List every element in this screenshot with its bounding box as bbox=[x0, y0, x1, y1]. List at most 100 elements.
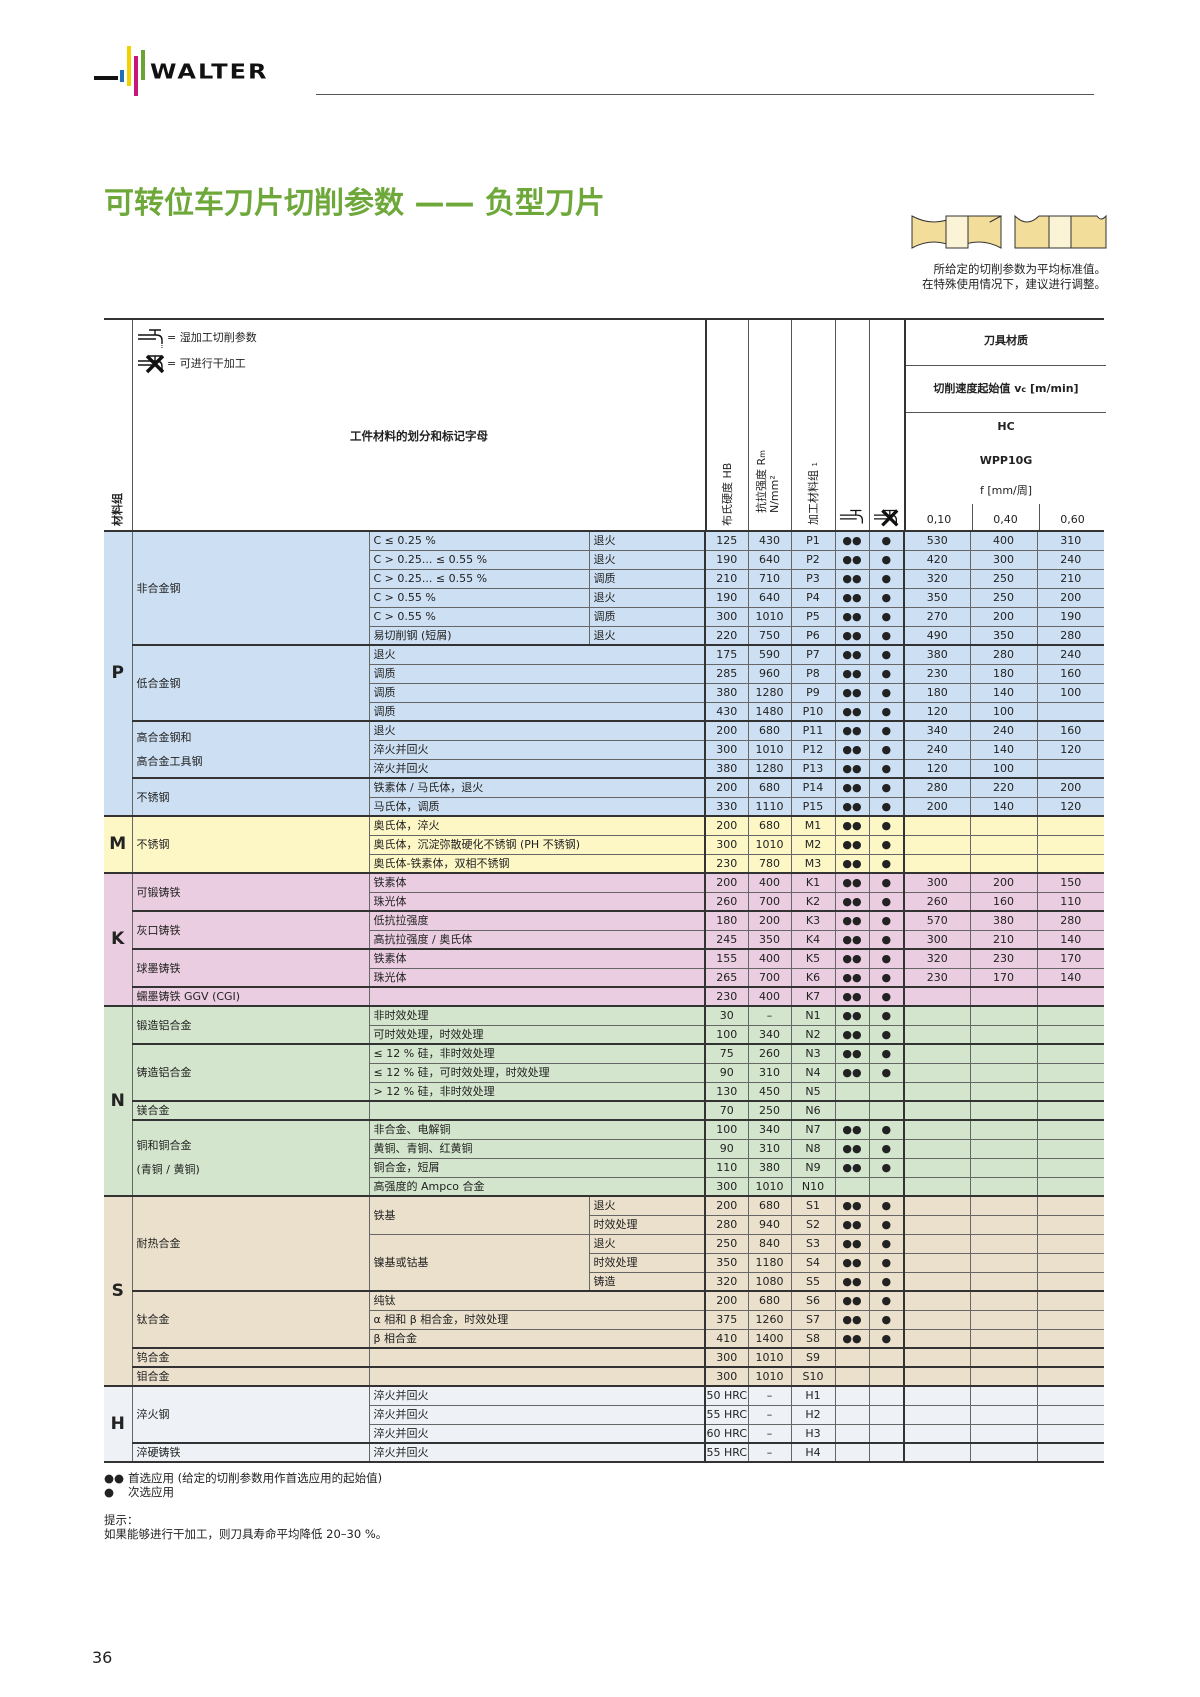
vc-value: 310 bbox=[1036, 530, 1104, 551]
material-category: 铜和铜合金 (青铜 / 黄铜) bbox=[131, 1119, 370, 1197]
machining-group-code: H4 bbox=[790, 1442, 836, 1463]
dry-suitability: ● bbox=[868, 720, 905, 741]
machining-group-code: M3 bbox=[790, 853, 836, 874]
machining-group-code: N3 bbox=[790, 1043, 836, 1064]
table-row: 淬硬铸铁 淬火并回火 55 HRC – H4 bbox=[104, 1442, 1104, 1463]
category-name: 不锈钢 bbox=[136, 790, 170, 804]
vc-unit: [m/min] bbox=[1029, 382, 1079, 395]
category-name: 非合金钢 bbox=[136, 581, 181, 595]
hardness-value: 300 bbox=[704, 1347, 749, 1368]
hardness-value: 330 bbox=[704, 796, 749, 817]
condition: 退火 bbox=[588, 1233, 706, 1254]
material-category: 镁合金 bbox=[131, 1100, 370, 1121]
tensile-unit: N/mm² bbox=[768, 475, 781, 513]
vc-value bbox=[1036, 834, 1104, 855]
vc-value: 140 bbox=[969, 796, 1038, 817]
tensile-value: 710 bbox=[747, 568, 792, 589]
vc-value bbox=[903, 1176, 971, 1197]
material-group-letter: N bbox=[104, 1005, 133, 1197]
page-title: 可转位车刀片切削参数 —— 负型刀片 bbox=[104, 186, 605, 221]
machining-group-code: K2 bbox=[790, 891, 836, 912]
category-name: 淬火钢 bbox=[136, 1408, 170, 1421]
material-subcategory: 易切削钢 (短屑) bbox=[368, 625, 590, 646]
vc-value: 530 bbox=[903, 530, 971, 551]
dry-suitability: ● bbox=[868, 1005, 905, 1026]
machining-group-code: N6 bbox=[790, 1100, 836, 1121]
material-subcategory: 黄铜、青铜、红黄铜 bbox=[368, 1138, 706, 1159]
machining-group-code: K6 bbox=[790, 967, 836, 988]
wet-suitability: ●● bbox=[834, 739, 870, 760]
material-subcategory: 淬火并回火 bbox=[368, 1442, 706, 1463]
hardness-value: 125 bbox=[704, 530, 749, 551]
dry-suitability bbox=[868, 1385, 905, 1406]
vc-value: 280 bbox=[969, 644, 1038, 665]
condition: 退火 bbox=[588, 1195, 706, 1216]
machining-group-code: N10 bbox=[790, 1176, 836, 1197]
vc-value: 280 bbox=[1036, 625, 1104, 646]
hardness-value: 200 bbox=[704, 872, 749, 893]
vc-text: 切削速度起始值 v bbox=[933, 382, 1022, 395]
vc-label: 切削速度起始值 vc [m/min] bbox=[906, 382, 1106, 397]
material-subcategory: C > 0.25... ≤ 0.55 % bbox=[368, 568, 590, 589]
vc-value bbox=[903, 1423, 971, 1444]
category-name: 镁合金 bbox=[136, 1104, 170, 1117]
vc-value bbox=[969, 1176, 1038, 1197]
brand-name: WALTER bbox=[150, 60, 269, 84]
table-row: H 淬火钢 淬火并回火 50 HRC – H1 bbox=[104, 1385, 1104, 1463]
vc-value bbox=[1036, 815, 1104, 836]
hardness-value: 90 bbox=[704, 1138, 749, 1159]
table-row: 铜和铜合金 (青铜 / 黄铜) 非合金、电解铜 100 340 N7 ●● ● bbox=[104, 1119, 1104, 1197]
category-name: 铸造铝合金 bbox=[136, 1066, 192, 1079]
feed-value: 0,10 bbox=[926, 513, 952, 526]
dry-suitability: ● bbox=[868, 834, 905, 855]
material-subcategory: β 相合金 bbox=[368, 1328, 706, 1349]
dry-suitability: ● bbox=[868, 948, 905, 969]
table-and-notes: P 非合金钢 C ≤ 0.25 % 退火 125 430 P1 ●● ● 530 400 310 C >… bbox=[104, 530, 1104, 1541]
dry-suitability: ● bbox=[868, 1252, 905, 1273]
machining-group-code: N1 bbox=[790, 1005, 836, 1026]
header-workpiece: = 湿加工切削参数 = 可进行干加工 工件材料的划分和标记字母 bbox=[132, 320, 705, 532]
material-subcategory: C > 0.55 % bbox=[368, 606, 590, 627]
vc-value bbox=[969, 1195, 1038, 1216]
dry-suitability: ● bbox=[868, 986, 905, 1007]
machining-group-code: P12 bbox=[790, 739, 836, 760]
material-subcategory: 奥氏体-铁素体，双相不锈钢 bbox=[368, 853, 706, 874]
vc-value bbox=[903, 1100, 971, 1121]
tensile-value: 680 bbox=[747, 1290, 792, 1311]
walter-logo: WALTER bbox=[94, 46, 294, 98]
vc-value: 420 bbox=[903, 549, 971, 570]
wet-suitability: ●● bbox=[834, 967, 870, 988]
machining-group-code: S8 bbox=[790, 1328, 836, 1349]
hardness-value: 285 bbox=[704, 663, 749, 684]
material-category: 灰口铸铁 bbox=[131, 910, 370, 950]
wet-suitability: ●● bbox=[834, 549, 870, 570]
table-header: 材料组 = 湿加工切削参数 = 可进行干加工 工件材料的划分和标记字母 布氏硬度… bbox=[104, 318, 1106, 532]
tensile-value: 640 bbox=[747, 549, 792, 570]
category-name: 钨合金 bbox=[136, 1351, 170, 1364]
machining-group-code: N2 bbox=[790, 1024, 836, 1045]
parameter-note: 所给定的切削参数为平均标准值。 在特殊使用情况下，建议进行调整。 bbox=[922, 262, 1106, 292]
table-row: S 耐热合金 铁基 退火 200 680 S1 ●● ● bbox=[104, 1195, 1104, 1387]
dry-suitability: ● bbox=[868, 872, 905, 893]
machining-group-code: P3 bbox=[790, 568, 836, 589]
category-name: 蠕墨铸铁 GGV (CGI) bbox=[136, 990, 241, 1003]
dry-suitability: ● bbox=[868, 1271, 905, 1292]
vc-value: 140 bbox=[1036, 929, 1104, 950]
vc-value bbox=[1036, 1233, 1104, 1254]
machining-group-code: K5 bbox=[790, 948, 836, 969]
machining-group-text: 加工材料组 bbox=[806, 470, 820, 525]
condition: 退火 bbox=[588, 625, 706, 646]
vc-value: 380 bbox=[903, 644, 971, 665]
category-name: 高合金钢和 bbox=[136, 730, 192, 744]
table-row: 钛合金 纯钛 200 680 S6 ●● ● bbox=[104, 1290, 1104, 1349]
machining-group-code: S9 bbox=[790, 1347, 836, 1368]
vc-value bbox=[969, 1233, 1038, 1254]
material-subcategory: 奥氏体，沉淀弥散硬化不锈钢 (PH 不锈钢) bbox=[368, 834, 706, 855]
vc-value bbox=[903, 1043, 971, 1064]
hardness-value: 90 bbox=[704, 1062, 749, 1083]
vc-value: 300 bbox=[903, 929, 971, 950]
machining-group-code: P9 bbox=[790, 682, 836, 703]
vc-value: 140 bbox=[969, 739, 1038, 760]
dry-suitability: ● bbox=[868, 815, 905, 836]
vc-value bbox=[903, 815, 971, 836]
